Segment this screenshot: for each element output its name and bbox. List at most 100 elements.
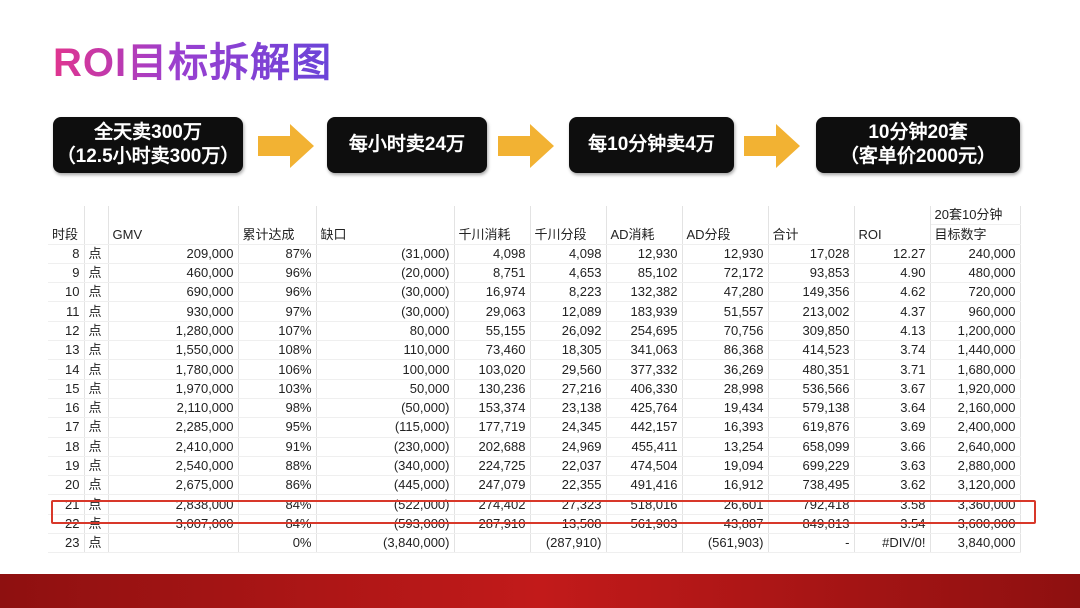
- table-cell: 442,157: [606, 417, 683, 438]
- table-cell: 149,356: [768, 282, 855, 303]
- table-cell: (31,000): [316, 244, 455, 264]
- table-cell: 414,523: [768, 340, 855, 361]
- table-cell: 480,351: [768, 359, 855, 380]
- table-cell: 4.13: [854, 321, 931, 342]
- table-row: 8 点 209,000 87% (31,000) 4,098 4,098 12,930 12,9…: [48, 244, 1021, 264]
- table-cell: 2,410,000: [108, 437, 239, 457]
- table-cell: 19: [48, 456, 85, 477]
- table-cell: 24,345: [530, 417, 607, 438]
- table-cell: 474,504: [606, 456, 683, 477]
- table-cell: 12: [48, 321, 85, 342]
- table-cell: (230,000): [316, 437, 455, 457]
- table-cell: 491,416: [606, 475, 683, 496]
- table-row: 10 点 690,000 96% (30,000) 16,974 8,223 132,382 4…: [48, 282, 1021, 303]
- table-cell: (340,000): [316, 456, 455, 477]
- table-cell: 2,285,000: [108, 417, 239, 438]
- table-cell: 103,020: [454, 359, 531, 380]
- table-cell: 849,813: [768, 514, 855, 535]
- table-cell: 点: [84, 379, 109, 399]
- table-row: 22 点 3,007,000 84% (593,000) 287,910 13,508 561…: [48, 514, 1021, 535]
- table-cell: 12,930: [682, 244, 769, 264]
- table-row: 23 点 0% (3,840,000) (287,910) (561,903) - #DIV/…: [48, 533, 1021, 554]
- table-cell: 579,138: [768, 398, 855, 419]
- table-cell: 287,910: [454, 514, 531, 535]
- table-cell: 690,000: [108, 282, 239, 303]
- table-cell: 103%: [238, 379, 317, 399]
- table-cell: 8: [48, 244, 85, 264]
- table-cell: 153,374: [454, 398, 531, 419]
- table-cell: 9: [48, 263, 85, 284]
- table-cell: [454, 533, 531, 554]
- header-cell-top: 20套10分钟: [930, 206, 1021, 226]
- table-cell: [108, 533, 239, 554]
- table-cell: 480,000: [930, 263, 1021, 284]
- table-cell: 2,160,000: [930, 398, 1021, 419]
- table-cell: 点: [84, 417, 109, 438]
- table-cell: 点: [84, 475, 109, 496]
- table-cell: -: [768, 533, 855, 554]
- roi-table: 时段 GMV 累计达成 缺口 千川消耗 千川分段 AD消耗 AD分段 合计 RO…: [48, 206, 1021, 554]
- table-cell: (445,000): [316, 475, 455, 496]
- flow-box-daily-line1: 全天卖300万: [94, 122, 202, 143]
- table-cell: 3,840,000: [930, 533, 1021, 554]
- header-cell: GMV: [108, 206, 239, 245]
- table-cell: 85,102: [606, 263, 683, 284]
- table-cell: 425,764: [606, 398, 683, 419]
- table-cell: 8,223: [530, 282, 607, 303]
- flow-box-sets-line1: 10分钟20套: [868, 122, 968, 143]
- table-cell: 13,254: [682, 437, 769, 457]
- flow-box-daily-line2: （12.5小时卖300万）: [56, 146, 240, 167]
- table-cell: 23: [48, 533, 85, 554]
- table-cell: 4.37: [854, 301, 931, 322]
- table-cell: 12,089: [530, 301, 607, 322]
- table-row: 20 点 2,675,000 86% (445,000) 247,079 22,355 491…: [48, 475, 1021, 496]
- table-cell: 15: [48, 379, 85, 399]
- table-cell: 107%: [238, 321, 317, 342]
- table-cell: 3.63: [854, 456, 931, 477]
- table-cell: 98%: [238, 398, 317, 419]
- table-cell: 130,236: [454, 379, 531, 399]
- table-cell: (287,910): [530, 533, 607, 554]
- table-cell: 4,653: [530, 263, 607, 284]
- table-cell: 3.74: [854, 340, 931, 361]
- table-cell: 点: [84, 456, 109, 477]
- table-cell: 536,566: [768, 379, 855, 399]
- table-cell: 84%: [238, 494, 317, 515]
- table-cell: 213,002: [768, 301, 855, 322]
- table-row: 14 点 1,780,000 106% 100,000 103,020 29,560 377,…: [48, 359, 1021, 380]
- table-cell: 3.69: [854, 417, 931, 438]
- table-cell: 1,280,000: [108, 321, 239, 342]
- table-cell: 点: [84, 359, 109, 380]
- table-cell: 3.71: [854, 359, 931, 380]
- table-cell: 点: [84, 533, 109, 554]
- table-cell: 16: [48, 398, 85, 419]
- table-row: 17 点 2,285,000 95% (115,000) 177,719 24,345 442…: [48, 417, 1021, 438]
- table-cell: 224,725: [454, 456, 531, 477]
- table-cell: 1,440,000: [930, 340, 1021, 361]
- table-row: 9 点 460,000 96% (20,000) 8,751 4,653 85,102 72,1…: [48, 263, 1021, 284]
- table-cell: 72,172: [682, 263, 769, 284]
- table-row: 11 点 930,000 97% (30,000) 29,063 12,089 183,939…: [48, 301, 1021, 322]
- table-cell: 720,000: [930, 282, 1021, 303]
- table-cell: 658,099: [768, 437, 855, 457]
- table-cell: 点: [84, 437, 109, 457]
- table-cell: 309,850: [768, 321, 855, 342]
- table-cell: 100,000: [316, 359, 455, 380]
- table-cell: 699,229: [768, 456, 855, 477]
- table-cell: 202,688: [454, 437, 531, 457]
- table-cell: 960,000: [930, 301, 1021, 322]
- table-cell: 0%: [238, 533, 317, 554]
- page-title: ROI目标拆解图: [53, 30, 332, 88]
- header-cell: 时段: [48, 206, 85, 245]
- table-cell: 16,974: [454, 282, 531, 303]
- header-cell: AD消耗: [606, 206, 683, 245]
- table-cell: 8,751: [454, 263, 531, 284]
- table-cell: 377,332: [606, 359, 683, 380]
- table-cell: 1,970,000: [108, 379, 239, 399]
- table-cell: 14: [48, 359, 85, 380]
- table-cell: 1,920,000: [930, 379, 1021, 399]
- table-header-row: 时段 GMV 累计达成 缺口 千川消耗 千川分段 AD消耗 AD分段 合计 RO…: [48, 206, 1021, 245]
- table-cell: 点: [84, 282, 109, 303]
- table-row: 16 点 2,110,000 98% (50,000) 153,374 23,138 425,…: [48, 398, 1021, 419]
- flow-box-sets-line2: （客单价2000元）: [839, 146, 997, 167]
